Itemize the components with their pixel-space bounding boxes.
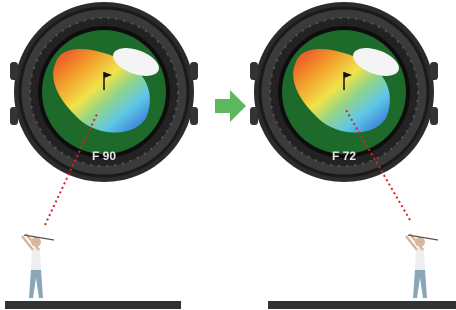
golfer-right [406, 234, 438, 298]
golfer-left [22, 234, 54, 298]
ground [5, 301, 181, 309]
distance-label: F 72 [332, 149, 356, 163]
ground [268, 301, 456, 309]
illustration: F 90 F 72 [0, 0, 456, 310]
arrow [215, 90, 246, 122]
distance-label: F 90 [92, 149, 116, 163]
